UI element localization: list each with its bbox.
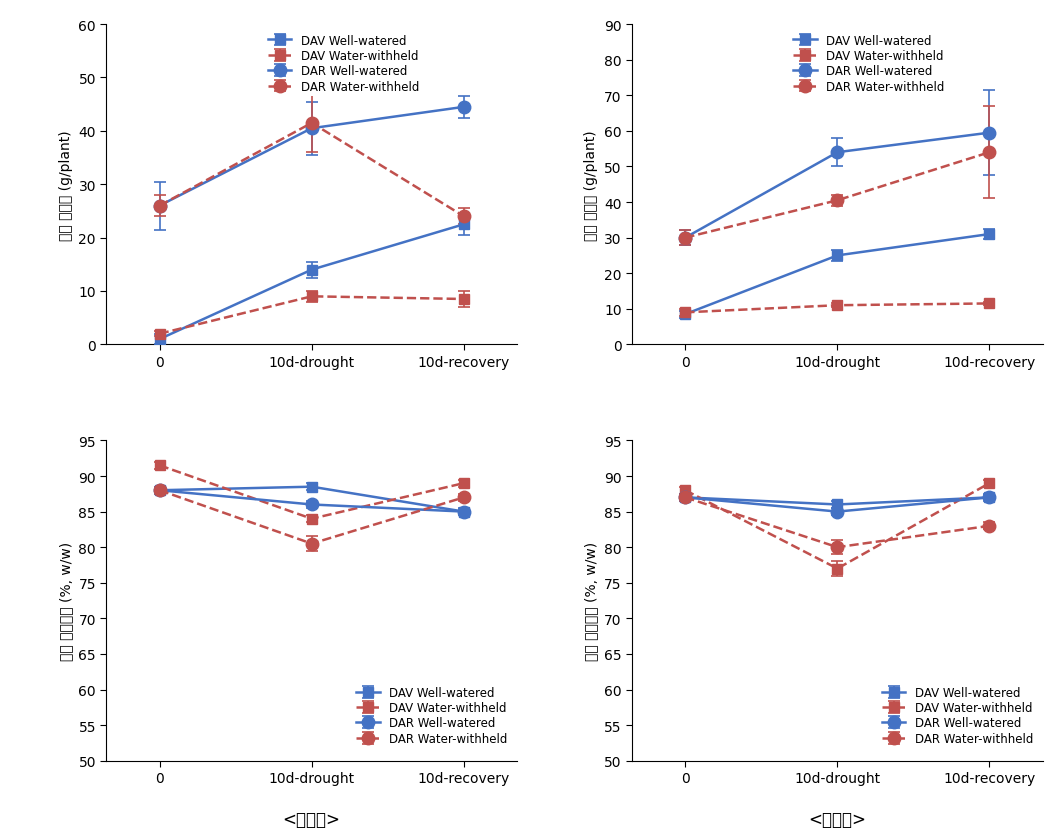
- Legend: DAV Well-watered, DAV Water-withheld, DAR Well-watered, DAR Water-withheld: DAV Well-watered, DAV Water-withheld, DA…: [352, 682, 511, 748]
- Text: <광평옥>: <광평옥>: [809, 809, 866, 828]
- Legend: DAV Well-watered, DAV Water-withheld, DAR Well-watered, DAR Water-withheld: DAV Well-watered, DAV Water-withheld, DA…: [878, 682, 1036, 748]
- Legend: DAV Well-watered, DAV Water-withheld, DAR Well-watered, DAR Water-withheld: DAV Well-watered, DAV Water-withheld, DA…: [789, 31, 948, 97]
- Y-axis label: 바리 수분함량 (%, w/w): 바리 수분함량 (%, w/w): [584, 542, 598, 660]
- Y-axis label: 바리 건물중 (g/plant): 바리 건물중 (g/plant): [584, 130, 598, 240]
- Legend: DAV Well-watered, DAV Water-withheld, DAR Well-watered, DAR Water-withheld: DAV Well-watered, DAV Water-withheld, DA…: [264, 31, 422, 97]
- Text: <일미찬>: <일미찬>: [283, 809, 340, 828]
- Y-axis label: 바리 수분함량 (%, w/w): 바리 수분함량 (%, w/w): [59, 542, 72, 660]
- Y-axis label: 바리 건물중 (g/plant): 바리 건물중 (g/plant): [59, 130, 72, 240]
